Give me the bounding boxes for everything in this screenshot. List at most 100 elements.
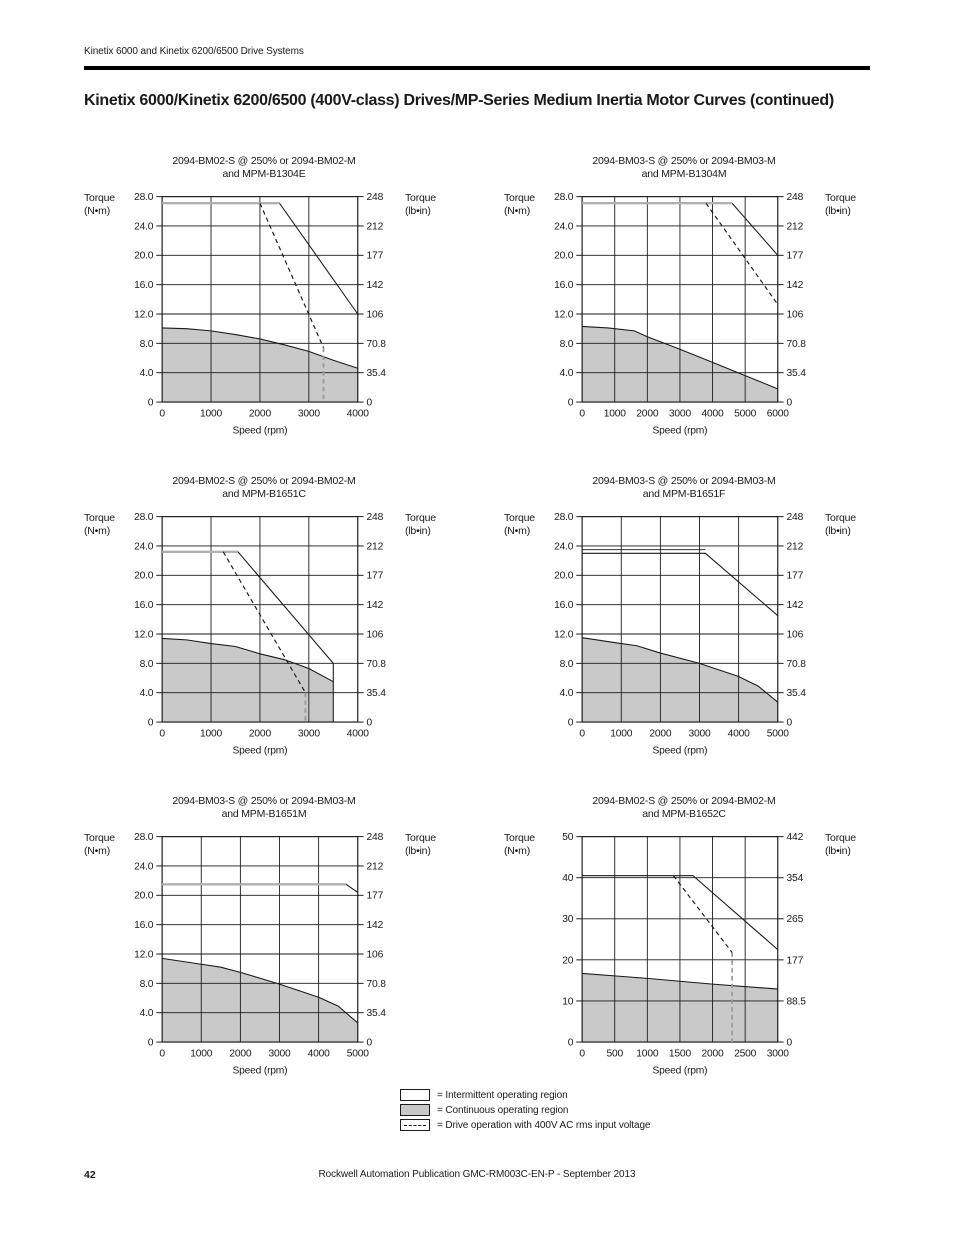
x-axis-label: Speed (rpm) <box>653 745 708 756</box>
x-tick-label: 3000 <box>767 1048 790 1059</box>
legend-item: = Intermittent operating region <box>400 1088 870 1103</box>
y-tick-label-right: 248 <box>367 512 384 523</box>
page-number: 42 <box>84 1168 96 1181</box>
y-tick-label-left: 28.0 <box>134 192 154 203</box>
x-tick-label: 2000 <box>636 408 659 419</box>
y-tick-label-left: 16.0 <box>554 280 574 291</box>
y-tick-label-left: 20.0 <box>134 250 154 261</box>
y-axis-label-right: Torque (lb•in) <box>825 511 856 537</box>
y-tick-label-right: 142 <box>787 280 804 291</box>
x-axis-label: Speed (rpm) <box>233 1065 288 1076</box>
x-tick-label: 1000 <box>636 1048 659 1059</box>
motor-curve-chart: 2094-BM02-S @ 250% or 2094-BM02-M and MP… <box>504 795 870 1082</box>
y-tick-label-left: 28.0 <box>134 832 154 843</box>
x-tick-label: 2000 <box>249 728 272 739</box>
x-tick-label: 2000 <box>229 1048 252 1059</box>
y-tick-label-right: 212 <box>787 221 804 232</box>
y-tick-label-right: 442 <box>787 832 804 843</box>
y-tick-label-left: 20.0 <box>554 570 574 581</box>
y-tick-label-left: 16.0 <box>134 600 154 611</box>
plot-border <box>581 835 779 1043</box>
plot-border <box>581 515 779 723</box>
x-tick-label: 3000 <box>689 728 712 739</box>
x-tick-label: 1000 <box>610 728 633 739</box>
y-tick-label-right: 177 <box>367 570 384 581</box>
chart-body: Torque (N•m) 28.0 248 24.0 212 20.0 177 16.0 142… <box>504 186 870 442</box>
y-tick-label-right: 0 <box>367 397 373 408</box>
y-tick-label-left: 4.0 <box>140 688 154 699</box>
intermittent-curve <box>582 552 779 616</box>
chart-body: Torque (N•m) 50 442 40 354 30 265 20 177 10 88.5 0 0… <box>504 826 870 1082</box>
motor-curve-chart: 2094-BM02-S @ 250% or 2094-BM02-M and MP… <box>84 475 450 762</box>
y-axis-label-left: Torque (N•m) <box>504 511 535 537</box>
y-tick-label-right: 106 <box>367 309 384 320</box>
chart-body: Torque (N•m) 28.0 248 24.0 212 20.0 177 16.0 142… <box>84 826 450 1082</box>
y-tick-label-left: 28.0 <box>554 192 574 203</box>
y-tick-label-left: 24.0 <box>134 541 154 552</box>
y-tick-label-right: 70.8 <box>367 978 387 989</box>
y-tick-label-left: 50 <box>562 832 574 843</box>
y-tick-label-right: 70.8 <box>787 658 807 669</box>
y-tick-label-right: 35.4 <box>367 688 387 699</box>
chart-title-line1: 2094-BM02-S @ 250% or 2094-BM02-M <box>172 154 356 167</box>
y-tick-label-left: 0 <box>568 717 574 728</box>
charts-grid: 2094-BM02-S @ 250% or 2094-BM02-M and MP… <box>84 155 870 1082</box>
x-tick-label: 0 <box>579 1048 585 1059</box>
y-axis-label-right: Torque (lb•in) <box>405 191 436 217</box>
x-tick-label: 1000 <box>190 1048 213 1059</box>
legend-label: = Continuous operating region <box>437 1104 569 1116</box>
dashed-curve <box>222 551 307 693</box>
header-rule <box>84 66 870 70</box>
chart-title-line1: 2094-BM03-S @ 250% or 2094-BM03-M <box>592 474 776 487</box>
y-tick-label-right: 354 <box>787 873 804 884</box>
y-tick-label-left: 28.0 <box>134 512 154 523</box>
y-tick-label-left: 8.0 <box>140 658 154 669</box>
chart-title-line1: 2094-BM03-S @ 250% or 2094-BM03-M <box>172 794 356 807</box>
x-tick-label: 3000 <box>269 1048 292 1059</box>
y-tick-label-right: 70.8 <box>787 338 807 349</box>
y-tick-label-left: 0 <box>148 1037 154 1048</box>
y-tick-label-left: 16.0 <box>134 280 154 291</box>
y-tick-label-left: 8.0 <box>140 338 154 349</box>
x-tick-label: 6000 <box>767 408 790 419</box>
y-tick-label-right: 0 <box>787 397 793 408</box>
y-axis-label-left: Torque (N•m) <box>84 511 115 537</box>
x-tick-label: 0 <box>159 1048 165 1059</box>
chart-plot: 28.0 248 24.0 212 20.0 177 16.0 142 12.0 106 8.0 70… <box>554 512 807 756</box>
y-tick-label-left: 28.0 <box>554 512 574 523</box>
plot-border <box>581 195 779 403</box>
continuous-region <box>162 637 334 722</box>
y-axis-label-right: Torque (lb•in) <box>405 831 436 857</box>
y-tick-label-left: 4.0 <box>140 1008 154 1019</box>
y-tick-label-left: 0 <box>568 1037 574 1048</box>
running-header: Kinetix 6000 and Kinetix 6200/6500 Drive… <box>84 46 870 57</box>
plot-border <box>161 195 359 403</box>
y-axis-label-right: Torque (lb•in) <box>405 511 436 537</box>
continuous-curve <box>162 637 334 682</box>
intermittent-region-swatch-icon <box>400 1089 430 1101</box>
y-tick-label-left: 8.0 <box>560 338 574 349</box>
y-tick-label-right: 212 <box>367 861 384 872</box>
y-tick-label-left: 20.0 <box>134 890 154 901</box>
chart-title: 2094-BM03-S @ 250% or 2094-BM03-M and MP… <box>544 155 824 181</box>
x-tick-label: 2000 <box>249 408 272 419</box>
x-tick-label: 5000 <box>347 1048 370 1059</box>
continuous-region-swatch-icon <box>400 1104 430 1116</box>
x-tick-label: 4000 <box>347 728 370 739</box>
y-tick-label-right: 35.4 <box>787 368 807 379</box>
y-tick-label-left: 24.0 <box>134 861 154 872</box>
y-tick-label-left: 24.0 <box>554 541 574 552</box>
running-header-text: Kinetix 6000 and Kinetix 6200/6500 Drive… <box>84 46 304 57</box>
y-tick-label-right: 35.4 <box>787 688 807 699</box>
y-tick-label-right: 70.8 <box>367 338 387 349</box>
y-axis-label-right: Torque (lb•in) <box>825 191 856 217</box>
chart-title-line2: and MPM-B1304E <box>222 167 306 180</box>
chart-title-line2: and MPM-B1652C <box>642 807 726 820</box>
y-tick-label-left: 12.0 <box>554 629 574 640</box>
y-tick-label-right: 177 <box>367 890 384 901</box>
chart-title: 2094-BM03-S @ 250% or 2094-BM03-M and MP… <box>124 795 404 821</box>
y-tick-label-right: 265 <box>787 914 804 925</box>
y-axis-label-left: Torque (N•m) <box>504 831 535 857</box>
x-axis-label: Speed (rpm) <box>233 745 288 756</box>
